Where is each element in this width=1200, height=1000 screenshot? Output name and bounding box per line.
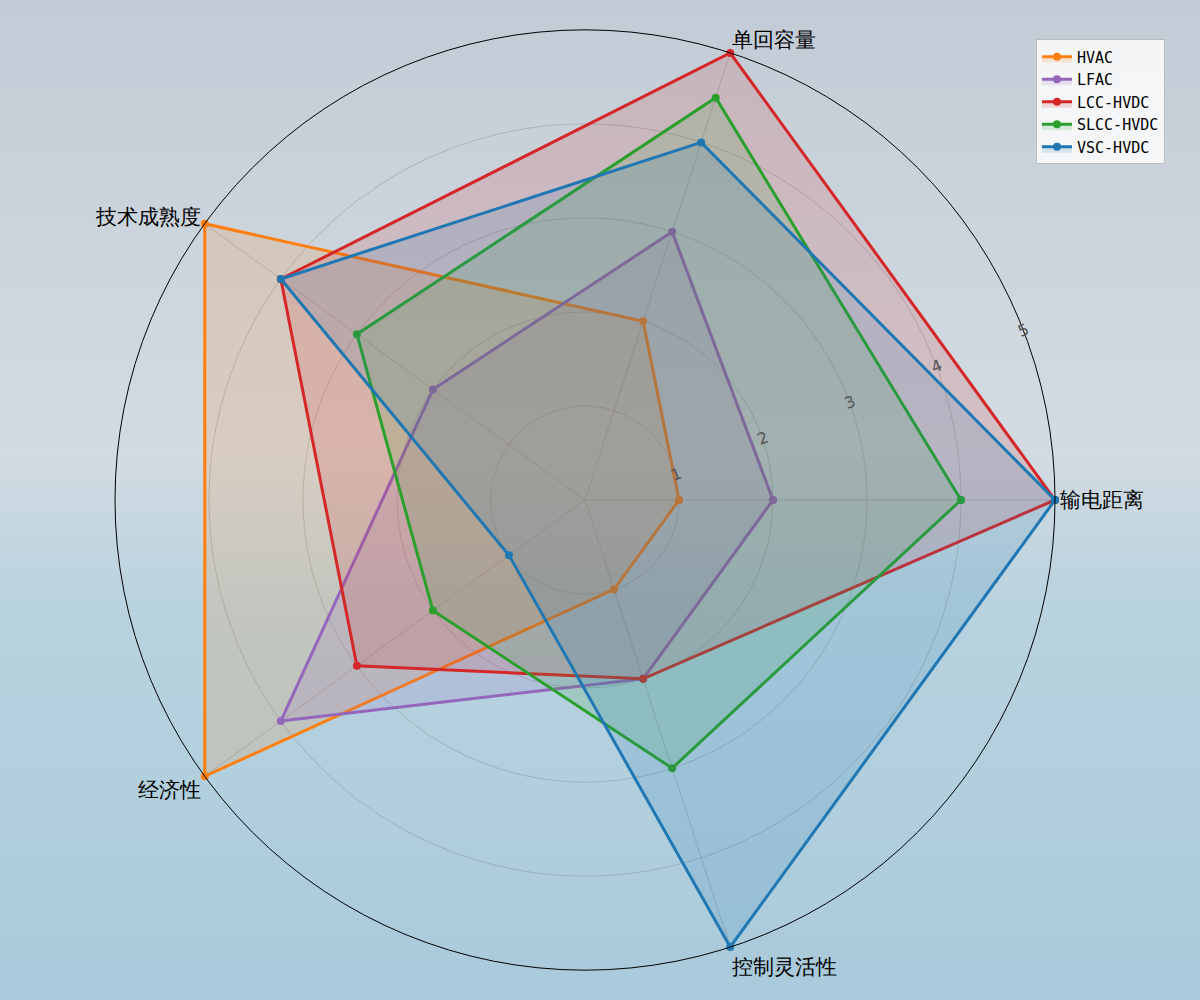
svg-text:5: 5 — [1015, 320, 1032, 341]
svg-text:3: 3 — [841, 392, 858, 413]
svg-text:LFAC: LFAC — [1077, 71, 1113, 89]
svg-text:输电距离: 输电距离 — [1060, 488, 1144, 512]
svg-text:经济性: 经济性 — [138, 778, 201, 802]
svg-text:LCC-HVDC: LCC-HVDC — [1077, 94, 1149, 112]
svg-text:2: 2 — [755, 427, 772, 448]
svg-text:技术成熟度: 技术成熟度 — [95, 205, 201, 229]
svg-text:SLCC-HVDC: SLCC-HVDC — [1077, 116, 1158, 134]
svg-text:VSC-HVDC: VSC-HVDC — [1077, 139, 1149, 157]
svg-text:HVAC: HVAC — [1077, 49, 1113, 67]
svg-text:4: 4 — [928, 356, 945, 377]
svg-text:1: 1 — [668, 463, 685, 484]
svg-text:控制灵活性: 控制灵活性 — [732, 955, 837, 979]
svg-text:单回容量: 单回容量 — [732, 28, 816, 52]
